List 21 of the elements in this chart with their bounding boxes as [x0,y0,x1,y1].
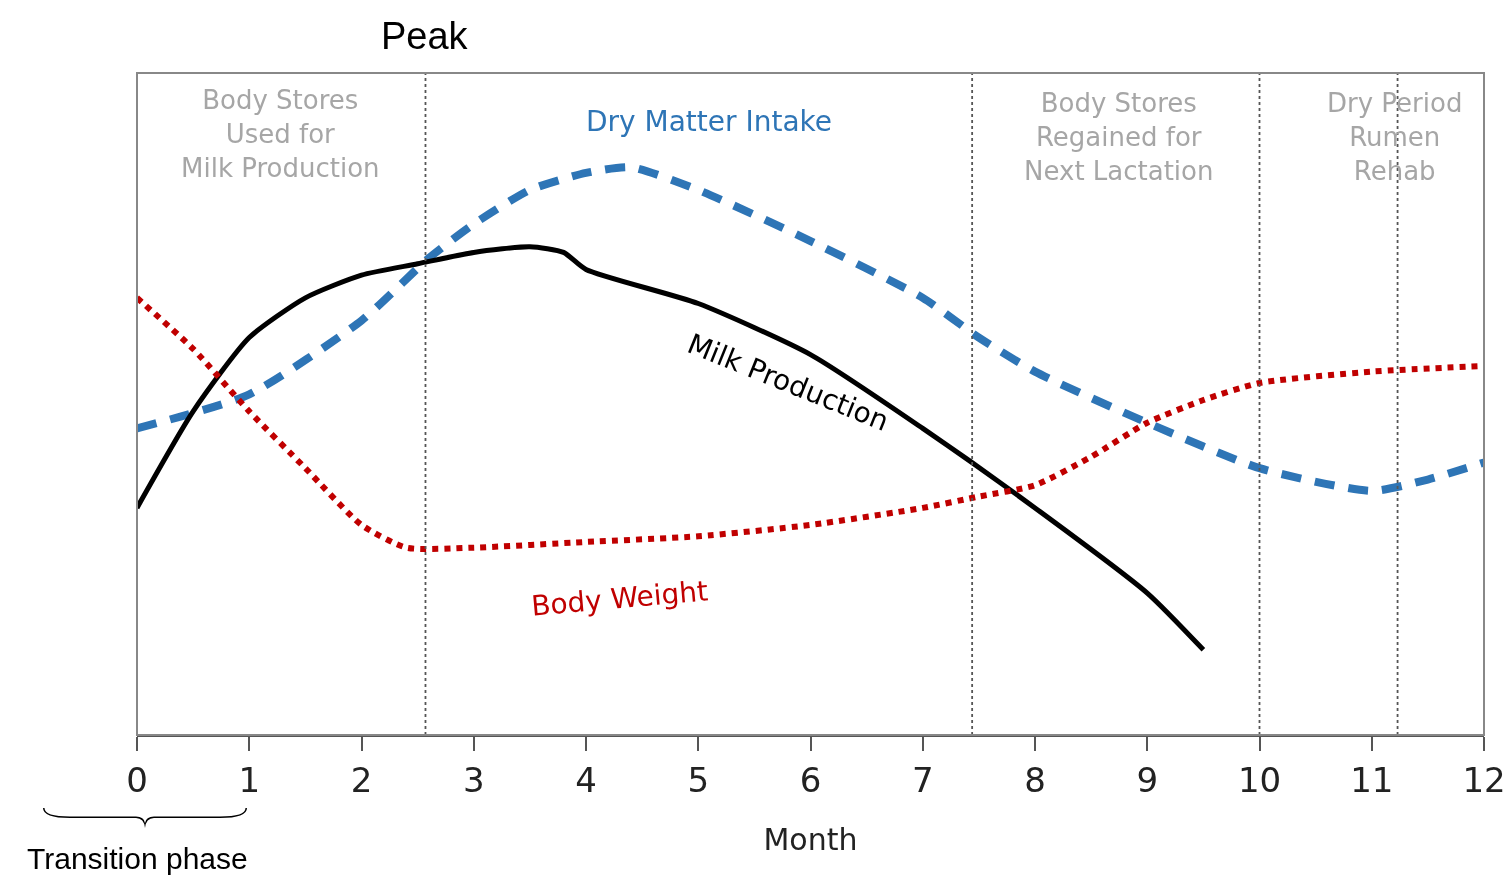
x-tick-label: 8 [1024,759,1046,800]
x-axis-title: Month [763,821,858,857]
x-tick-label: 2 [350,759,373,800]
x-tick-label: 11 [1350,759,1394,800]
x-tick-label: 1 [238,759,261,800]
x-tick-label: 10 [1237,759,1282,800]
x-tick-label: 9 [1136,759,1159,800]
x-tick-label: 5 [687,759,710,800]
annotation: Body Stores Used for Milk Production [181,85,380,183]
x-tick-label: 7 [911,759,934,800]
series-label: Dry Matter Intake [586,105,833,138]
x-tick-label: 12 [1462,759,1506,800]
x-tick-label: 4 [575,759,597,800]
x-tick-label: 3 [462,759,485,800]
text: Transition phase [27,842,248,875]
x-tick-label: 0 [126,759,148,800]
x-tick-label: 6 [799,759,822,800]
annotation: Dry Period Rumen Rehab [1327,88,1463,186]
annotation: Body Stores Regained for Next Lactation [1024,88,1214,186]
series-label: Body Weight [529,574,710,623]
ref-line-label: Peak [381,15,469,57]
